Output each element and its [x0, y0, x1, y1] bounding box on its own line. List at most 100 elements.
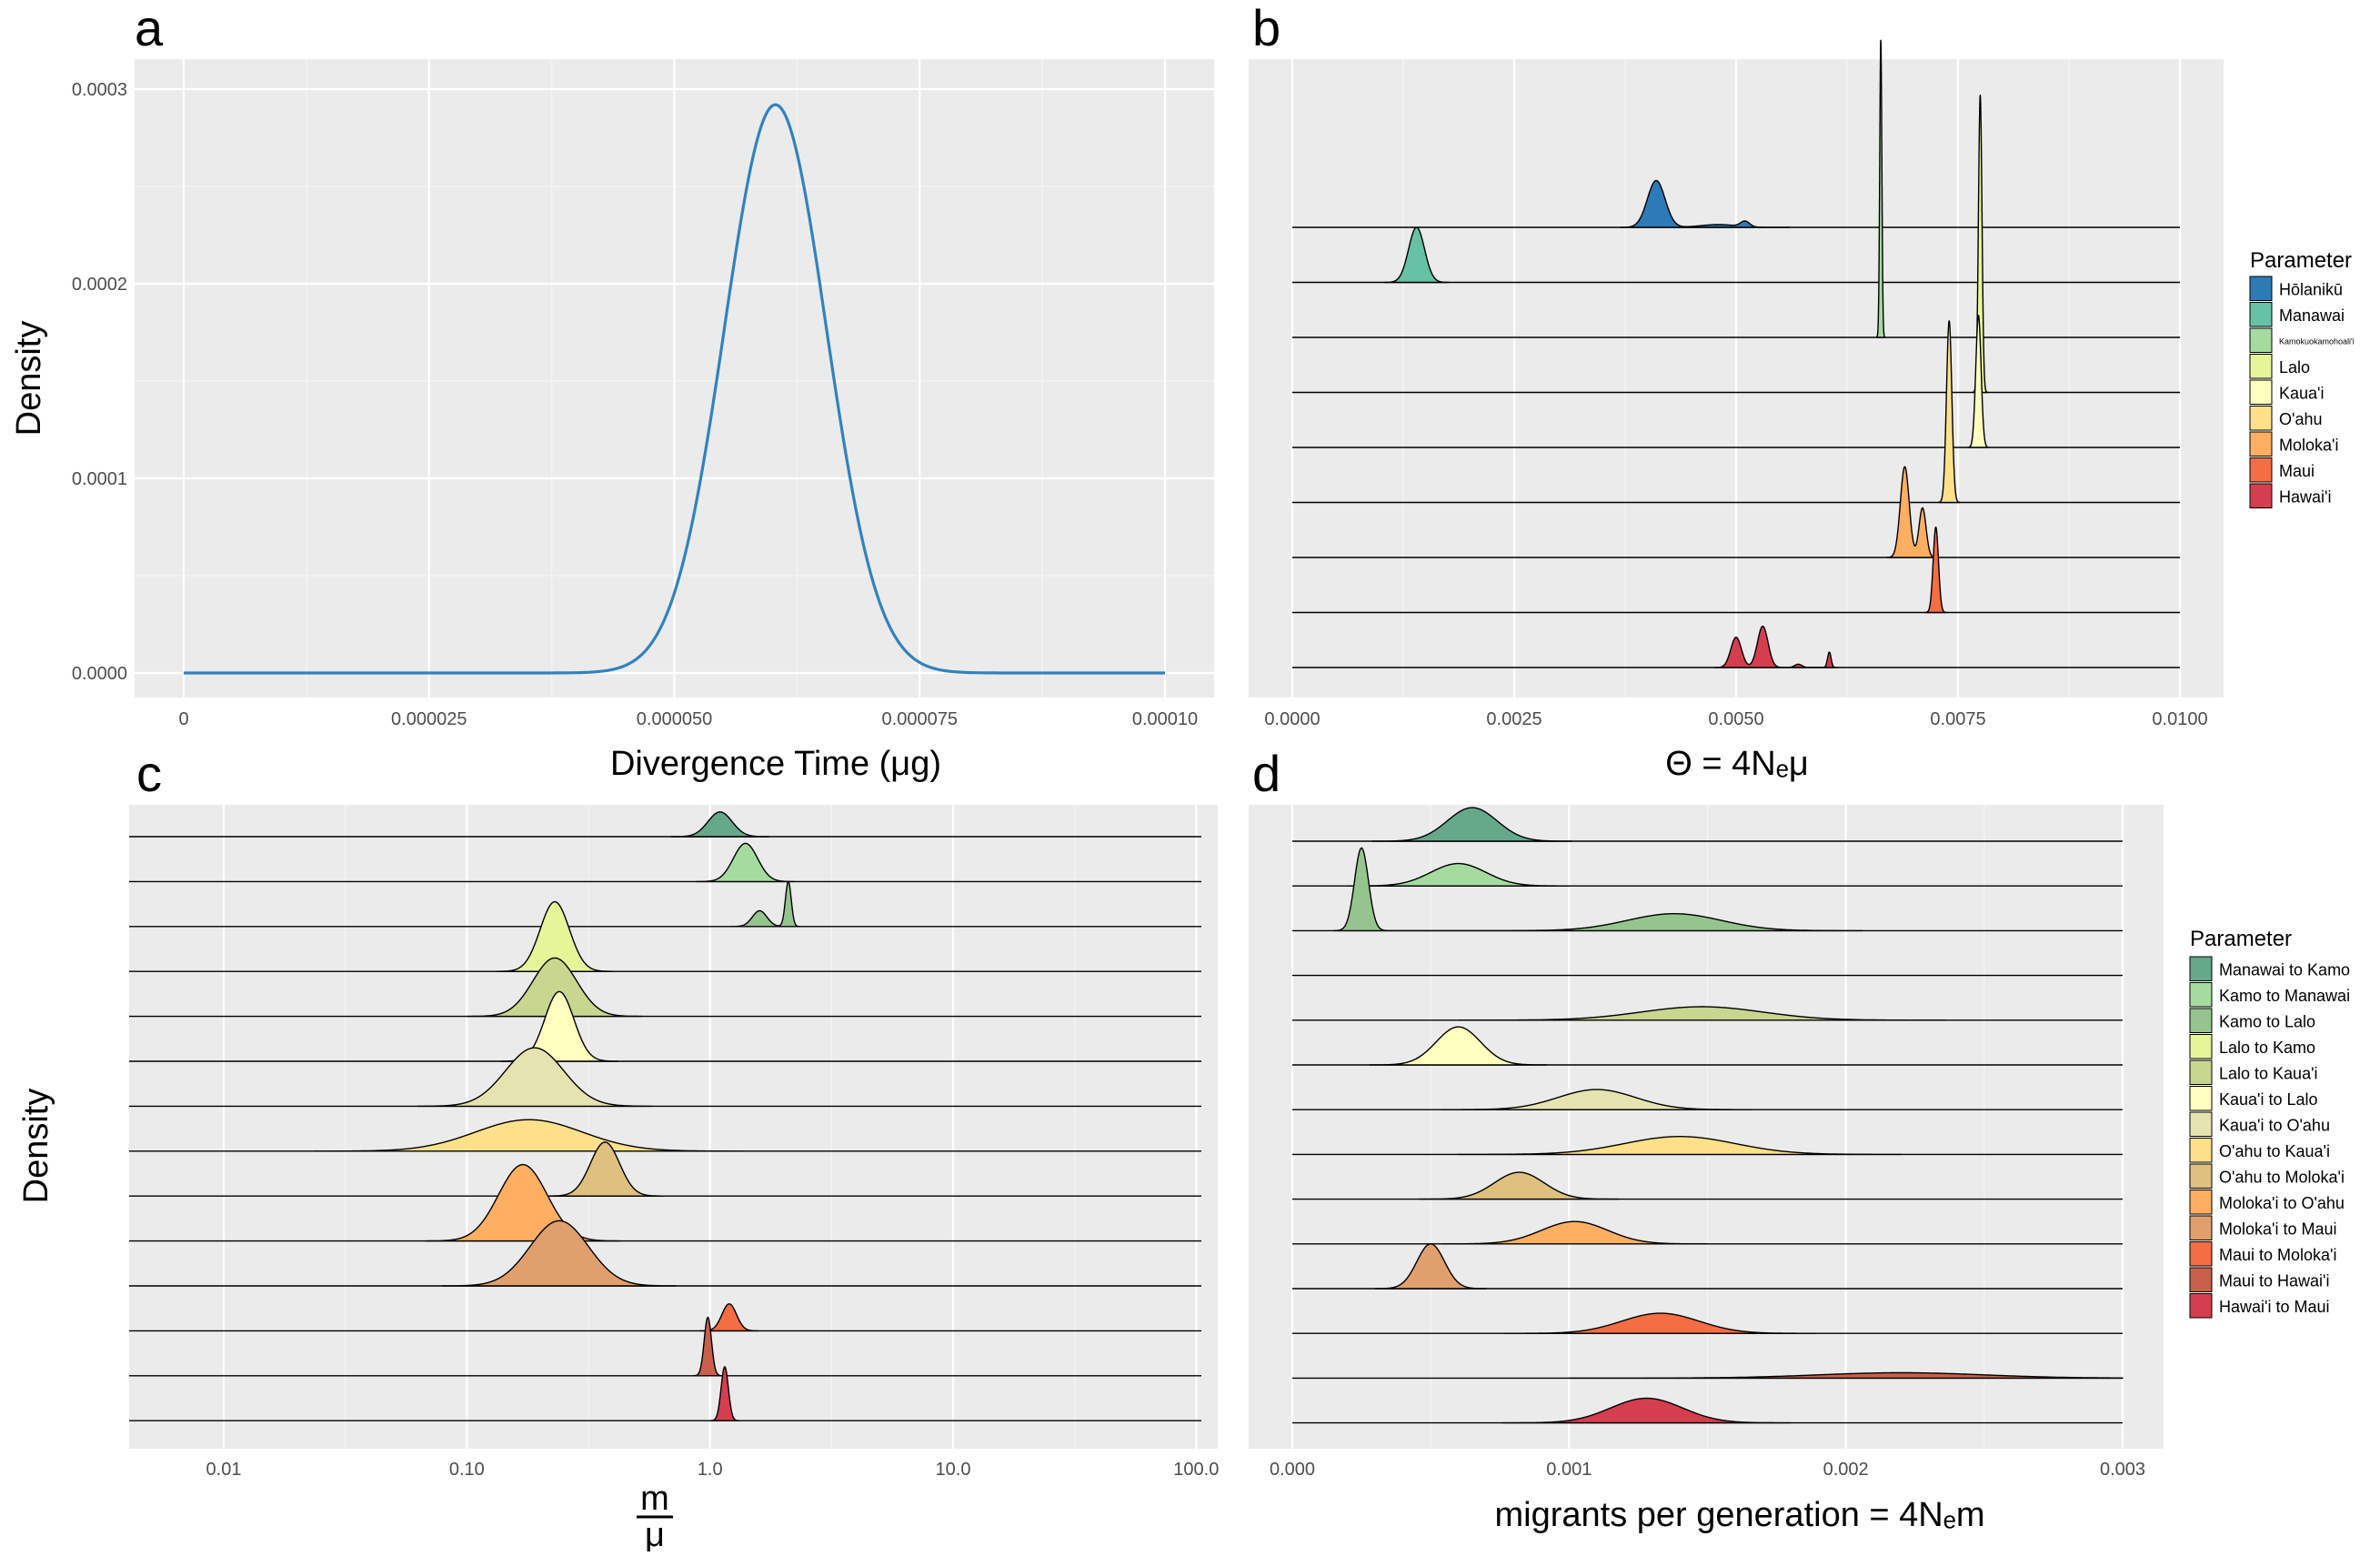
ridge-density-10 — [1441, 1220, 1709, 1245]
legend-swatch — [2189, 1138, 2213, 1163]
ridge-density-6 — [1369, 1026, 1548, 1066]
legend-swatch — [2189, 1293, 2213, 1319]
panel-a-y-axis-title: Density — [10, 321, 48, 437]
ridge-density-5 — [467, 957, 643, 1018]
legend-label: Maui to Moloka'i — [2219, 1246, 2337, 1264]
ridge-density-3 — [729, 880, 801, 928]
legend-swatch — [2189, 1215, 2213, 1240]
x-tick-label: 0.10 — [449, 1460, 485, 1480]
legend-swatch — [2249, 276, 2273, 301]
legend-swatch — [2249, 406, 2273, 431]
ridge-density-7 — [417, 1047, 652, 1108]
x-tick-label: 0.001 — [1546, 1460, 1592, 1480]
ridge-density-1 — [1620, 179, 1791, 228]
x-tick-label: 0.00010 — [1132, 709, 1198, 729]
panel-label-d: d — [1252, 745, 1280, 802]
legend-swatch — [2249, 457, 2273, 483]
ridge-density-4 — [496, 900, 614, 972]
panel-c-x-axis-title-denominator: μ — [645, 1516, 665, 1551]
legend-swatch — [2249, 379, 2273, 405]
legend-swatch — [2249, 302, 2273, 327]
ridge-density-9 — [546, 1141, 665, 1197]
ridge-density-1 — [1371, 807, 1573, 842]
legend-label: Kaua'i — [2279, 384, 2324, 402]
panel-b-legend: Parameter Hōlanikū Manawai Kamokuokamohoali… — [2249, 248, 2355, 508]
x-tick-label: 0.000025 — [391, 709, 467, 729]
panel-c-background — [129, 805, 1218, 1449]
legend-label: Maui to Hawai'i — [2219, 1271, 2329, 1290]
panel-c-y-axis-title: Density — [17, 1089, 55, 1204]
y-tick-label: 0.0001 — [72, 469, 127, 489]
legend-title: Parameter — [2250, 248, 2352, 273]
ridge-density-14 — [1501, 1397, 1792, 1424]
ridge-density-5 — [1967, 315, 1990, 448]
legend-label: Kaua'i to O'ahu — [2219, 1116, 2330, 1134]
legend-label: O'ahu to Moloka'i — [2219, 1168, 2345, 1186]
legend-label: Moloka'i — [2279, 436, 2338, 454]
ridge-density-11 — [442, 1220, 677, 1287]
ridge-density-13 — [692, 1316, 724, 1377]
ridge-density-9 — [1713, 625, 1837, 668]
legend-swatch — [2189, 1111, 2213, 1137]
legend-swatch — [2249, 431, 2273, 457]
panel-c-plot: 0.01 0.10 1.0 10.0 100.0 — [129, 805, 1219, 1480]
panel-b-x-axis-title: Θ = 4Nₑμ — [1665, 745, 1808, 783]
x-tick-label: 0.0025 — [1486, 709, 1541, 729]
density-line — [184, 103, 1165, 675]
legend-label: O'ahu to Kaua'i — [2219, 1142, 2330, 1160]
panel-a-x-axis-title: Divergence Time (μg) — [610, 745, 941, 783]
x-tick-label: 0 — [178, 709, 188, 729]
ridge-density-7 — [1886, 466, 1938, 558]
legend-swatch — [2189, 1267, 2213, 1292]
panel-d-background — [1249, 805, 2164, 1449]
legend-title: Parameter — [2190, 927, 2292, 951]
panel-a-plot: 0 0.000025 0.000050 0.000075 0.00010 0.0000 0.… — [72, 59, 1214, 729]
legend-label: Manawai to Kamo — [2219, 960, 2350, 979]
ridge-density-8 — [1457, 1136, 1903, 1156]
ridge-density-8 — [1924, 527, 1947, 614]
legend-swatch — [2249, 483, 2273, 508]
panel-label-a: a — [135, 0, 164, 56]
ridge-density-2 — [696, 842, 795, 883]
x-tick-label: 100.0 — [1173, 1460, 1219, 1480]
panel-c-x-axis-title-numerator: m — [640, 1480, 669, 1518]
legend-label: Lalo to Kaua'i — [2219, 1064, 2318, 1082]
ridge-density-2 — [1347, 862, 1570, 887]
x-tick-label: 0.000050 — [637, 709, 712, 729]
legend-swatch — [2249, 327, 2273, 353]
y-tick-label: 0.0003 — [72, 80, 127, 100]
ridge-density-12 — [1504, 1312, 1816, 1334]
ridge-density-9 — [1419, 1171, 1620, 1200]
x-tick-label: 1.0 — [698, 1460, 723, 1480]
legend-label: Kamo to Lalo — [2219, 1012, 2315, 1030]
legend-swatch — [2189, 1190, 2213, 1215]
x-tick-label: 0.003 — [2100, 1460, 2145, 1480]
ridge-density-3 — [1333, 847, 1863, 932]
x-tick-label: 0.000075 — [882, 709, 958, 729]
legend-swatch — [2189, 982, 2213, 1008]
legend-label: Kaua'i to Lalo — [2219, 1090, 2318, 1109]
legend-swatch — [2249, 354, 2273, 379]
panel-d-plot: 0.000 0.001 0.002 0.003 — [1270, 805, 2145, 1480]
legend-label: Maui — [2279, 462, 2315, 480]
y-tick-label: 0.0000 — [72, 664, 127, 684]
x-tick-label: 0.002 — [1823, 1460, 1869, 1480]
panel-b-plot: 0.0000 0.0025 0.0050 0.0075 0.0100 — [1264, 39, 2208, 729]
x-tick-label: 0.0000 — [1264, 709, 1320, 729]
legend-label: Hōlanikū — [2279, 280, 2343, 298]
legend-label: Moloka'i to Maui — [2219, 1220, 2337, 1238]
ridge-density-8 — [314, 1119, 744, 1152]
legend-label: Manawai — [2279, 306, 2345, 325]
x-tick-label: 0.000 — [1270, 1460, 1315, 1480]
x-tick-label: 0.0075 — [1930, 709, 1985, 729]
ridge-density-3 — [1875, 39, 1886, 338]
ridge-density-6 — [1937, 320, 1961, 504]
panel-d-x-axis-title: migrants per generation = 4Nₑm — [1495, 1496, 1985, 1534]
legend-label: Hawai'i — [2279, 487, 2331, 506]
ridge-density-13 — [1568, 1371, 2124, 1380]
panel-label-b: b — [1252, 0, 1280, 56]
legend-swatch — [2189, 1034, 2213, 1059]
legend-label: Kamo to Manawai — [2219, 987, 2350, 1005]
ridge-density-1 — [670, 811, 769, 838]
